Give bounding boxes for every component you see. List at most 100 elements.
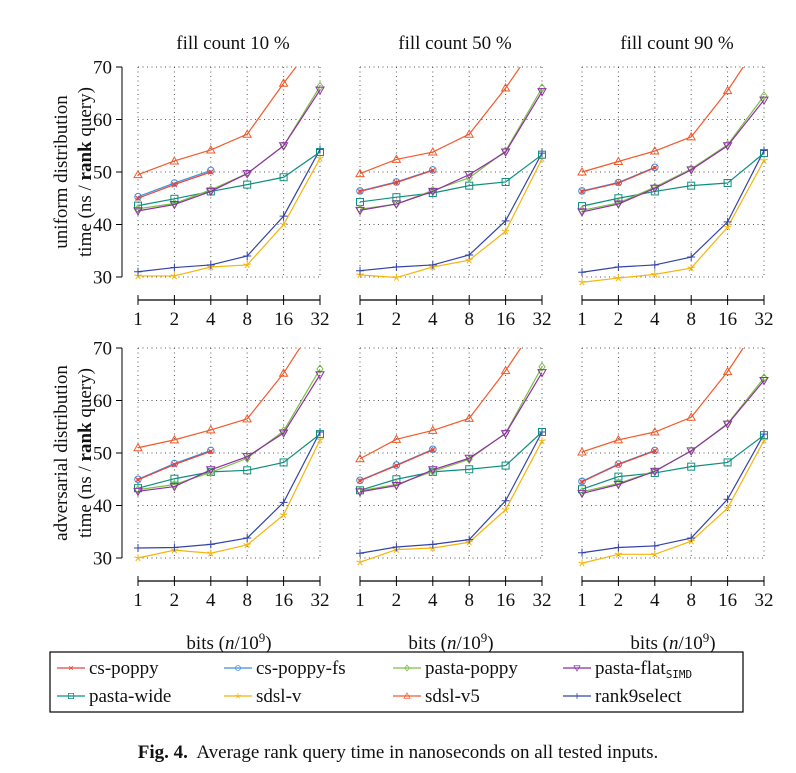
legend-entry-pasta-flat: pasta-flatSIMD <box>563 658 692 681</box>
data-point-cs-poppy-fs <box>614 460 623 468</box>
data-point-sdsl-v5 <box>577 446 587 456</box>
series-pasta-flat <box>577 96 769 217</box>
data-point-rank9select <box>392 263 401 272</box>
series-group <box>577 67 769 286</box>
series-cs-poppy <box>357 167 436 195</box>
series-group <box>577 348 769 567</box>
data-point-pasta-flat <box>464 171 475 180</box>
series-line-rank9select <box>359 152 543 272</box>
data-point-pasta-flat <box>278 142 289 151</box>
data-point-rank9select <box>392 542 401 551</box>
data-point-cs-poppy-fs <box>134 475 142 484</box>
series-sdsl-v5 <box>577 348 744 456</box>
data-point-rank9select <box>650 541 659 550</box>
series-line-sdsl-v5 <box>581 67 744 173</box>
series-line-pasta-poppy <box>137 368 321 491</box>
data-point-pasta-flat <box>242 453 253 462</box>
series-line-sdsl-v <box>137 439 321 559</box>
series-cs-poppy <box>135 448 214 483</box>
data-point-pasta-flat <box>169 201 180 210</box>
series-pasta-poppy <box>578 373 768 497</box>
series-rank9select <box>134 145 324 276</box>
data-point-pasta-poppy <box>429 185 437 196</box>
data-point-cs-poppy-fs <box>207 166 215 175</box>
legend-label: rank9select <box>595 686 682 707</box>
data-point-rank9select <box>650 260 659 269</box>
x-tick-label: 4 <box>206 590 216 611</box>
data-point-pasta-flat <box>278 429 289 439</box>
data-point-sdsl-v5 <box>242 129 253 138</box>
series-line-pasta-flat <box>137 374 321 492</box>
data-point-pasta-poppy <box>760 373 768 383</box>
data-point-sdsl-v <box>243 261 251 269</box>
data-point-sdsl-v5 <box>391 154 402 163</box>
series-line-sdsl-v5 <box>581 348 744 453</box>
data-point-pasta-wide <box>134 201 142 210</box>
data-point-sdsl-v5 <box>355 453 365 463</box>
data-point-pasta-wide <box>723 179 732 188</box>
panel-adversarial-0: 30 40 50 60 70 adversarial distribution time (… <box>51 339 330 655</box>
x-tick-label: 2 <box>614 309 624 330</box>
data-point-pasta-flat <box>537 88 547 97</box>
series-line-rank9select <box>581 150 765 273</box>
x-tick-label: 32 <box>533 309 552 330</box>
x-tick-label: 32 <box>311 590 330 611</box>
x-tick-label: 8 <box>686 309 696 330</box>
data-point-cs-poppy-fs <box>578 477 586 486</box>
legend-label: pasta-wide <box>89 686 171 707</box>
data-point-sdsl-v5 <box>500 82 511 92</box>
series-group <box>133 348 325 562</box>
data-point-sdsl-v5 <box>391 434 402 443</box>
data-point-pasta-poppy <box>538 362 546 372</box>
series-line-pasta-flat <box>581 99 765 213</box>
series-line-pasta-poppy <box>359 366 543 492</box>
series-line-sdsl-v5 <box>137 67 297 176</box>
series-rank9select <box>134 428 324 553</box>
data-point-pasta-wide <box>614 194 623 203</box>
data-point-cs-poppy-fs <box>651 446 659 455</box>
data-point-pasta-flat <box>577 208 587 217</box>
series-line-pasta-flat <box>359 372 543 493</box>
data-point-pasta-poppy <box>651 182 659 193</box>
data-point-pasta-wide <box>170 474 179 483</box>
panel-adversarial-2: 1 2 4 8 16 32 bits (n/109) <box>577 347 774 654</box>
data-point-cs-poppy-fs <box>429 445 437 454</box>
data-point-pasta-wide <box>243 466 252 475</box>
legend-label: pasta-poppy <box>425 658 518 679</box>
series-sdsl-v5 <box>133 67 297 179</box>
legend-marker-star-icon <box>235 693 241 699</box>
data-point-cs-poppy-fs <box>614 178 623 187</box>
series-pasta-flat <box>133 371 325 497</box>
series-cs-poppy <box>579 164 658 195</box>
series-line-pasta-wide <box>581 434 765 490</box>
panel-uniform-0: 30 40 50 60 70 uniform distribution time (ns /… <box>51 33 330 330</box>
data-point-rank9select <box>538 149 546 158</box>
data-point-cs-poppy-dot <box>394 464 398 468</box>
data-point-sdsl-v <box>279 220 288 228</box>
data-point-cs-poppy-dot <box>209 170 213 174</box>
legend-label: sdsl-v5 <box>425 686 480 707</box>
data-point-sdsl-v5 <box>427 425 438 434</box>
x-tick-label: 2 <box>392 590 402 611</box>
series-sdsl-v5 <box>355 67 521 178</box>
data-point-cs-poppy-fs <box>356 476 364 485</box>
data-point-rank9select <box>356 266 364 275</box>
data-point-pasta-flat <box>722 420 733 430</box>
data-point-pasta-flat <box>355 206 365 216</box>
data-point-pasta-flat <box>205 466 216 475</box>
data-point-pasta-wide <box>723 458 732 467</box>
legend-entry-sdsl-v: sdsl-v <box>224 686 302 707</box>
data-point-pasta-flat <box>649 184 660 194</box>
data-point-rank9select <box>465 535 474 544</box>
panel-uniform-2: 1 2 4 8 16 32 fill count 90 % <box>577 33 774 330</box>
data-point-rank9select <box>243 534 252 543</box>
data-point-sdsl-v <box>392 273 401 281</box>
data-point-pasta-flat <box>686 447 697 456</box>
legend-box <box>49 651 744 713</box>
data-point-pasta-wide <box>316 430 324 439</box>
series-pasta-wide <box>578 149 768 211</box>
data-point-pasta-wide <box>687 181 696 190</box>
x-tick-label: 1 <box>355 309 365 330</box>
data-point-pasta-poppy <box>614 198 623 208</box>
